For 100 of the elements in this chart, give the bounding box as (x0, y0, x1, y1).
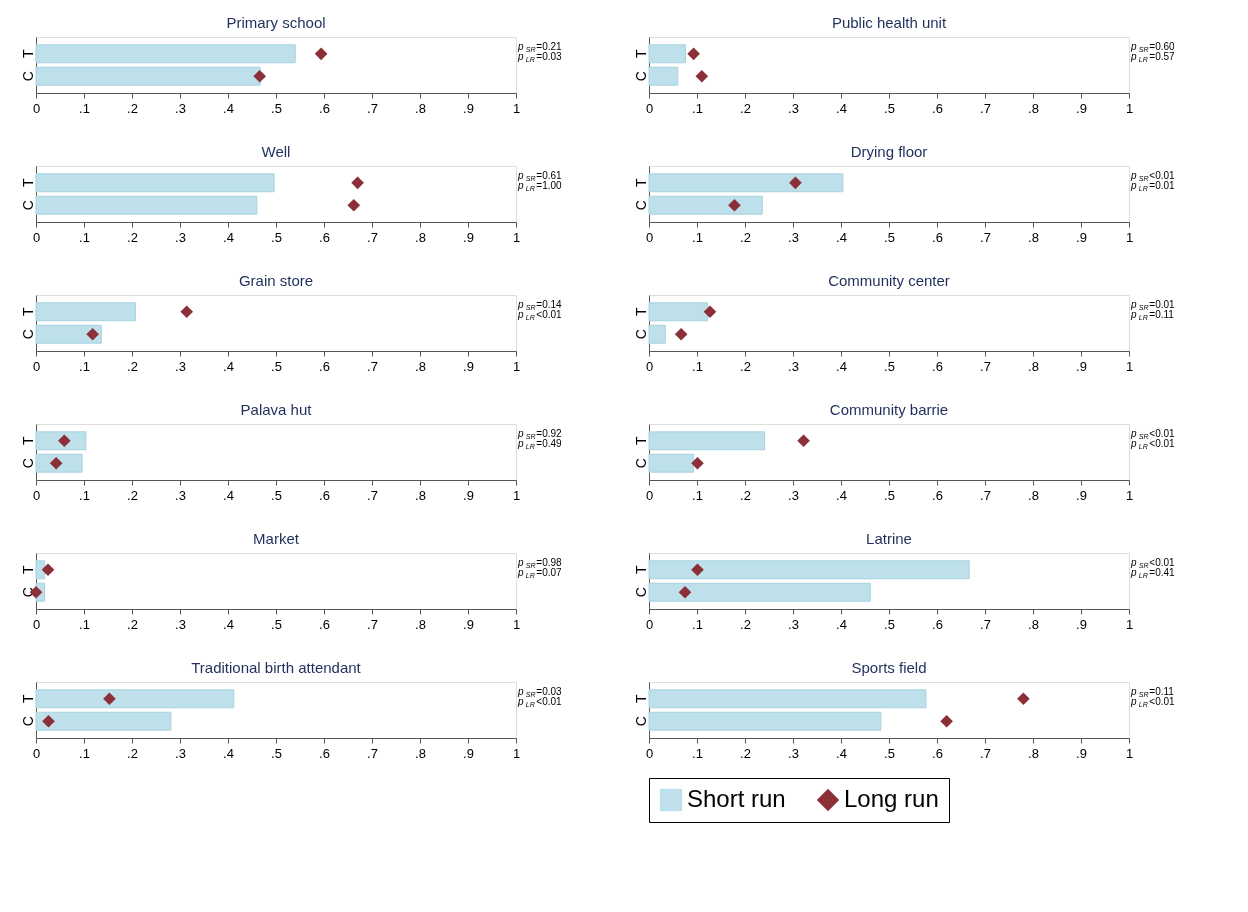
x-tick-label: .2 (127, 229, 138, 245)
y-tick-label: C (19, 458, 36, 469)
x-tick-label: .6 (932, 487, 943, 503)
chart-title: Drying floor (850, 143, 928, 160)
x-tick-label: .5 (271, 100, 282, 116)
x-tick-label: .4 (223, 100, 234, 116)
x-tick-label: .1 (79, 616, 90, 632)
x-tick-label: .7 (980, 100, 991, 116)
x-tick-label: .1 (692, 100, 703, 116)
x-tick-label: 0 (645, 229, 654, 245)
y-tick-label: T (632, 694, 649, 704)
x-tick-label: 0 (32, 487, 41, 503)
x-tick-label: .4 (223, 487, 234, 503)
x-tick-label: .2 (127, 100, 138, 116)
x-tick-label: 0 (32, 616, 41, 632)
x-tick-label: .9 (463, 616, 474, 632)
x-tick-label: .7 (980, 358, 991, 374)
y-tick-label: T (19, 49, 36, 59)
x-tick-label: .9 (1076, 745, 1087, 761)
x-tick-label: .8 (1028, 616, 1039, 632)
chart-title: Sports field (851, 659, 927, 676)
x-tick-label: .3 (788, 745, 799, 761)
x-tick-label: 1 (1125, 487, 1134, 503)
chart-title: Traditional birth attendant (191, 659, 362, 676)
y-tick-label: C (19, 200, 36, 211)
x-tick-label: 1 (1125, 229, 1134, 245)
x-tick-label: .3 (788, 487, 799, 503)
x-tick-label: .4 (836, 487, 847, 503)
x-tick-label: 0 (645, 616, 654, 632)
x-tick-label: .9 (1076, 616, 1087, 632)
y-tick-label: C (632, 716, 649, 727)
y-tick-label: T (632, 49, 649, 59)
x-tick-label: .6 (319, 745, 330, 761)
x-tick-label: .8 (415, 100, 426, 116)
x-tick-label: 1 (1125, 358, 1134, 374)
x-tick-label: .3 (175, 487, 186, 503)
x-tick-label: .9 (1076, 229, 1087, 245)
y-tick-label: T (632, 565, 649, 575)
x-tick-label: .5 (271, 616, 282, 632)
x-tick-label: .8 (415, 229, 426, 245)
x-tick-label: .5 (271, 745, 282, 761)
x-tick-label: .1 (692, 487, 703, 503)
y-tick-label: T (19, 307, 36, 317)
x-tick-label: .4 (223, 229, 234, 245)
x-tick-label: .8 (1028, 487, 1039, 503)
x-tick-label: .6 (319, 487, 330, 503)
x-tick-label: .5 (271, 487, 282, 503)
chart-title: Palava hut (240, 401, 313, 418)
chart-title: Primary school (226, 14, 326, 31)
x-tick-label: .9 (1076, 487, 1087, 503)
x-tick-label: .7 (980, 745, 991, 761)
y-tick-label: T (19, 436, 36, 446)
x-tick-label: .5 (884, 616, 895, 632)
x-tick-label: .4 (836, 616, 847, 632)
x-tick-label: .7 (367, 616, 378, 632)
y-tick-label: C (19, 716, 36, 727)
x-tick-label: .9 (463, 487, 474, 503)
x-tick-label: .4 (836, 745, 847, 761)
x-tick-label: .6 (932, 229, 943, 245)
legend-label: Short run (687, 785, 786, 812)
x-tick-label: .7 (367, 100, 378, 116)
x-tick-label: .1 (79, 100, 90, 116)
x-tick-label: .8 (1028, 229, 1039, 245)
x-tick-label: .4 (836, 100, 847, 116)
x-tick-label: 1 (512, 616, 521, 632)
x-tick-label: .1 (692, 745, 703, 761)
x-tick-label: 1 (1125, 100, 1134, 116)
x-tick-label: .3 (788, 100, 799, 116)
x-tick-label: .2 (740, 487, 751, 503)
y-tick-label: T (19, 178, 36, 188)
x-tick-label: .9 (463, 358, 474, 374)
x-tick-label: .2 (740, 358, 751, 374)
x-tick-label: .9 (1076, 358, 1087, 374)
x-tick-label: .1 (692, 358, 703, 374)
x-tick-label: 0 (645, 358, 654, 374)
x-tick-label: .7 (980, 616, 991, 632)
x-tick-label: .7 (980, 229, 991, 245)
y-tick-label: T (632, 436, 649, 446)
x-tick-label: .1 (79, 229, 90, 245)
x-tick-label: .3 (175, 229, 186, 245)
x-tick-label: .1 (692, 616, 703, 632)
x-tick-label: 1 (512, 487, 521, 503)
x-tick-label: .7 (367, 487, 378, 503)
chart-title: Grain store (238, 272, 314, 289)
x-tick-label: .3 (175, 100, 186, 116)
x-tick-label: .5 (884, 358, 895, 374)
y-tick-label: C (632, 329, 649, 340)
x-tick-label: .9 (463, 229, 474, 245)
x-tick-label: .4 (223, 358, 234, 374)
x-tick-label: .5 (884, 100, 895, 116)
x-tick-label: .6 (932, 745, 943, 761)
y-tick-label: C (632, 71, 649, 82)
x-tick-label: .4 (223, 745, 234, 761)
x-tick-label: .3 (788, 616, 799, 632)
x-tick-label: .4 (223, 616, 234, 632)
x-tick-label: 1 (512, 100, 521, 116)
x-tick-label: .5 (271, 358, 282, 374)
x-tick-label: .7 (367, 229, 378, 245)
x-tick-label: .1 (79, 487, 90, 503)
x-tick-label: .3 (788, 358, 799, 374)
